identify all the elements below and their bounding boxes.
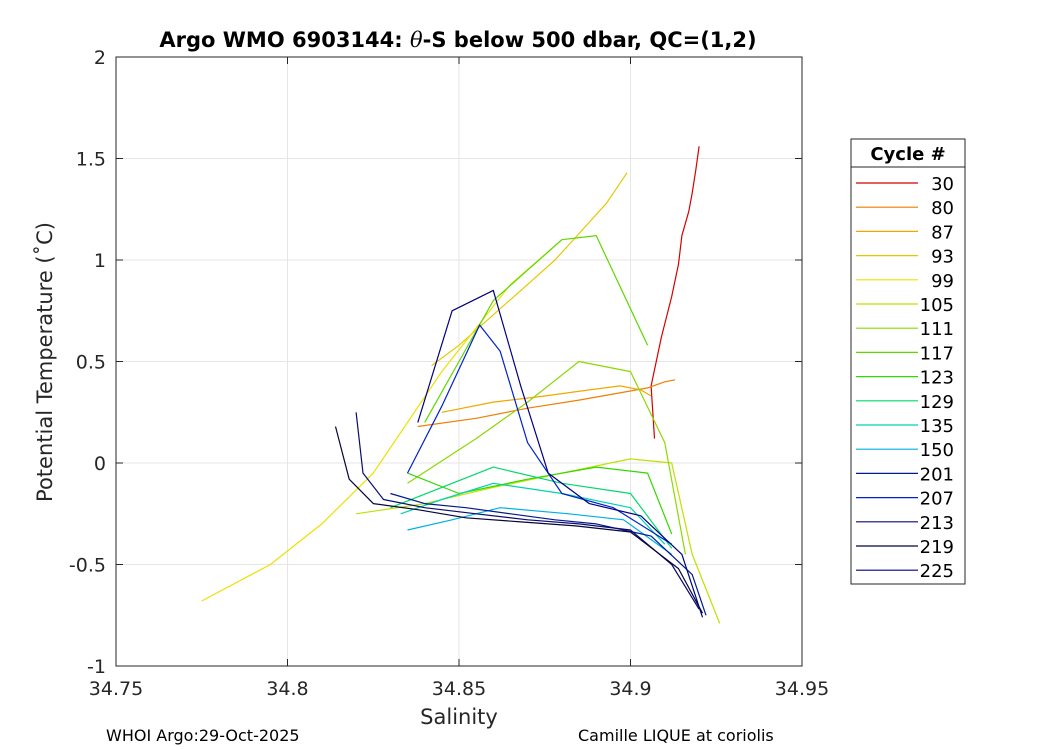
y-tick-label: 2	[94, 47, 106, 69]
x-tick-label: 34.85	[432, 678, 486, 700]
series-line-cycle-207	[406, 324, 673, 545]
series-line-cycle-93	[431, 172, 628, 367]
legend-entries: 30 80 87 93 99 105 111 117 123 129 135 150 201 207 213…	[856, 174, 954, 582]
legend-label-cycle-129: 129	[920, 392, 954, 413]
x-axis-label: Salinity	[420, 705, 498, 729]
legend-label-cycle-117: 117	[920, 343, 954, 364]
legend-label-cycle-99: 99	[931, 271, 954, 292]
series-line-cycle-87	[441, 385, 652, 413]
series-line-cycle-135	[400, 482, 666, 545]
legend-label-cycle-213: 213	[920, 513, 954, 534]
y-tick-label: 1	[94, 250, 106, 272]
series-line-cycle-201	[390, 492, 707, 616]
legend-label-cycle-105: 105	[920, 295, 954, 316]
x-tick-label: 34.9	[609, 678, 651, 700]
legend: Cycle # 30 80 87 93 99 105 111 117 123 129 135 150 2…	[850, 138, 966, 585]
y-tick-label: -0.5	[69, 555, 106, 577]
legend-label-cycle-87: 87	[931, 222, 954, 243]
series-line-cycle-99	[201, 239, 563, 602]
legend-label-cycle-225: 225	[920, 561, 954, 582]
y-tick-label: 0.5	[76, 352, 106, 374]
legend-label-cycle-111: 111	[920, 319, 954, 340]
x-tick-label: 34.75	[89, 678, 143, 700]
legend-box	[850, 138, 966, 585]
legend-label-cycle-30: 30	[931, 174, 954, 195]
legend-label-cycle-80: 80	[931, 198, 954, 219]
legend-label-cycle-135: 135	[920, 416, 954, 437]
footer-right: Camille LIQUE at coriolis	[578, 726, 774, 745]
footer-left: WHOI Argo:29-Oct-2025	[106, 726, 300, 745]
series-line-cycle-111	[407, 360, 686, 555]
y-tick-label: -1	[87, 656, 106, 678]
legend-title: Cycle #	[870, 144, 945, 165]
legend-label-cycle-150: 150	[920, 440, 954, 461]
y-tick-label: 0	[94, 453, 106, 475]
y-tick-label: 1.5	[76, 149, 106, 171]
series-line-cycle-30	[650, 146, 700, 439]
series-line-cycle-150	[407, 507, 673, 555]
series-line-cycle-225	[417, 289, 704, 618]
series-line-cycle-80	[417, 379, 676, 428]
legend-label-cycle-201: 201	[920, 464, 954, 485]
series-line-cycle-117	[424, 235, 649, 423]
series-line-cycle-219	[334, 426, 704, 614]
chart-title: Argo WMO 6903144: θ-S below 500 dbar, QC…	[159, 28, 756, 52]
series-layer	[201, 146, 721, 624]
series-line-cycle-129	[390, 466, 673, 549]
legend-label-cycle-123: 123	[920, 368, 954, 389]
series-line-cycle-123	[407, 466, 673, 535]
legend-label-cycle-93: 93	[931, 247, 954, 268]
x-tick-label: 34.8	[266, 678, 308, 700]
legend-label-cycle-219: 219	[920, 537, 954, 558]
x-tick-label: 34.95	[775, 678, 829, 700]
y-axis-label: Potential Temperature (˚C)	[33, 222, 57, 502]
axis-ticks: 34.75 34.8 34.85 34.9 34.95 -1 -0.5 0 0.5 1 1.5 2	[69, 47, 829, 700]
legend-label-cycle-207: 207	[920, 489, 954, 510]
